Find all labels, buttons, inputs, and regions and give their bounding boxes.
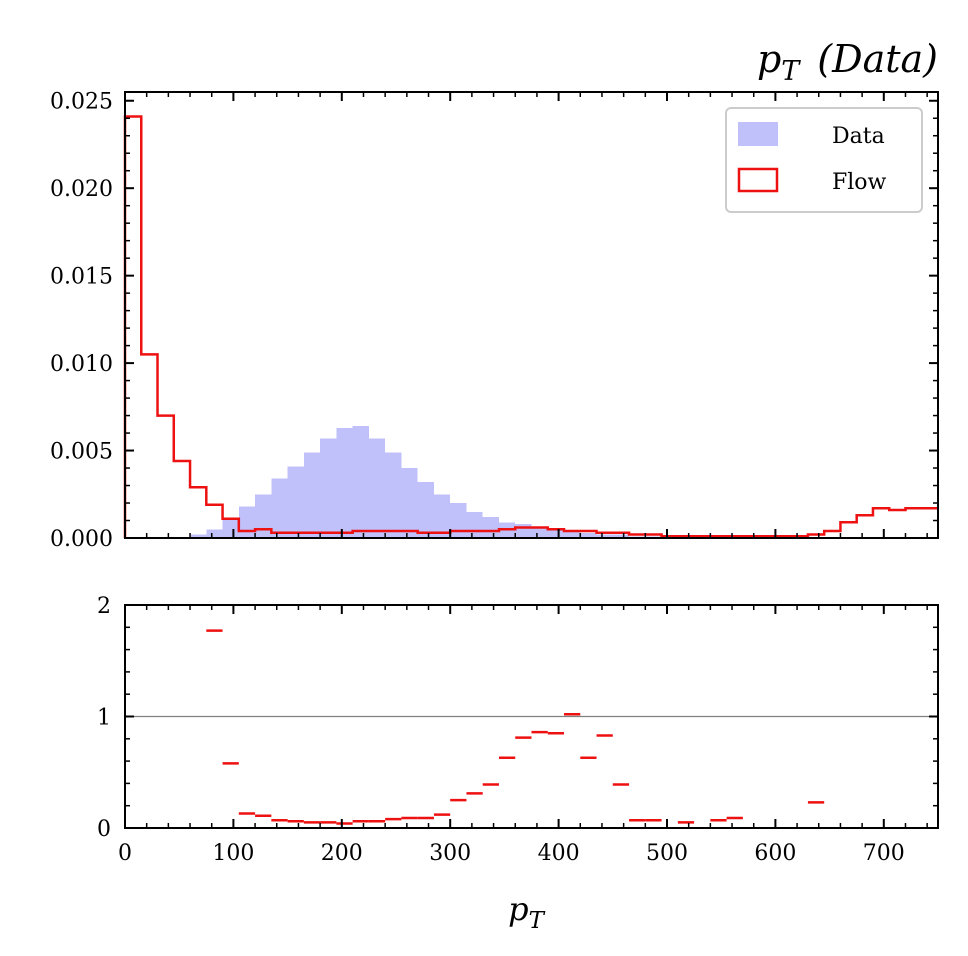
data-hist-bar: [238, 506, 256, 538]
ratio-ticks-layer: 0 1 2 0 100 200 300 400 500 600 700: [97, 594, 938, 866]
data-hist-bar: [352, 426, 369, 538]
data-hist-bar: [206, 529, 223, 538]
title-subscript: T: [781, 56, 801, 87]
x-axis-label-main: p: [508, 890, 528, 928]
ratio-y-tick-label: 0: [97, 817, 111, 842]
legend-swatch-flow: [737, 167, 779, 193]
data-hist-bar: [433, 494, 451, 538]
ratio-plot-frame: [124, 604, 939, 829]
main-y-tick-label: 0.010: [50, 352, 113, 377]
ratio-y-tick-label: 2: [97, 594, 111, 619]
data-hist-bar: [368, 438, 386, 538]
main-plot-frame: [124, 91, 939, 539]
ratio-x-tick-label: 0: [118, 841, 132, 866]
data-hist-bar: [417, 482, 434, 538]
data-hist-bar: [450, 503, 467, 538]
ratio-x-tick-label: 700: [863, 841, 905, 866]
main-ticks-layer: 0.000 0.005 0.010 0.015 0.020 0.025: [50, 90, 938, 552]
ratio-y-tick-label: 1: [97, 706, 111, 731]
main-y-tick-label: 0.015: [50, 265, 113, 290]
ratio-x-tick-label: 600: [754, 841, 796, 866]
data-hist-bar: [482, 517, 499, 538]
legend-label-flow: Flow: [832, 170, 887, 195]
data-hist-bar: [515, 524, 532, 538]
legend: Data Flow: [725, 107, 923, 213]
ratio-x-tick-label: 200: [321, 841, 363, 866]
main-y-tick-label: 0.025: [50, 90, 113, 115]
data-hist-bar: [222, 518, 239, 538]
x-axis-label-subscript: T: [529, 908, 546, 934]
data-hist-bar: [271, 478, 288, 538]
legend-swatch-data: [738, 122, 778, 146]
flow-step-line: [123, 115, 938, 538]
data-hist-bar: [564, 531, 581, 538]
data-hist-bar: [255, 494, 272, 538]
main-panel: 0.000 0.005 0.010 0.015 0.020 0.025 Data Flow: [50, 90, 939, 552]
data-hist-bar: [547, 529, 565, 538]
main-y-tick-label: 0.005: [50, 440, 113, 465]
title-rest: (Data): [817, 37, 938, 81]
data-hist-bar: [385, 452, 402, 538]
ratio-x-tick-label: 100: [212, 841, 254, 866]
legend-label-data: Data: [832, 124, 885, 149]
main-data-layer: [123, 115, 938, 538]
ratio-x-tick-label: 300: [429, 841, 471, 866]
title-main: p: [757, 37, 781, 81]
data-hist-bar: [336, 427, 353, 538]
data-hist-bar: [287, 466, 304, 538]
ratio-x-tick-label: 400: [538, 841, 580, 866]
data-hist-bar: [303, 452, 321, 538]
chart-title: pT (Data): [757, 37, 938, 87]
data-hist-bar: [612, 534, 630, 538]
data-hist-bar: [466, 511, 483, 538]
ratio-panel: 0 1 2 0 100 200 300 400 500 600 700: [97, 594, 939, 866]
data-hist-bar: [320, 438, 337, 538]
ratio-x-tick-label: 500: [646, 841, 688, 866]
main-y-tick-label: 0.000: [50, 527, 113, 552]
x-axis-label: pT: [508, 890, 545, 934]
data-hist-bar: [531, 527, 548, 538]
data-hist-bar: [596, 534, 613, 538]
data-hist-bar: [580, 532, 597, 538]
data-hist-bar: [401, 468, 418, 538]
ratio-data-layer: [125, 629, 938, 825]
data-hist-bar: [190, 534, 207, 538]
main-y-tick-label: 0.020: [50, 177, 113, 202]
